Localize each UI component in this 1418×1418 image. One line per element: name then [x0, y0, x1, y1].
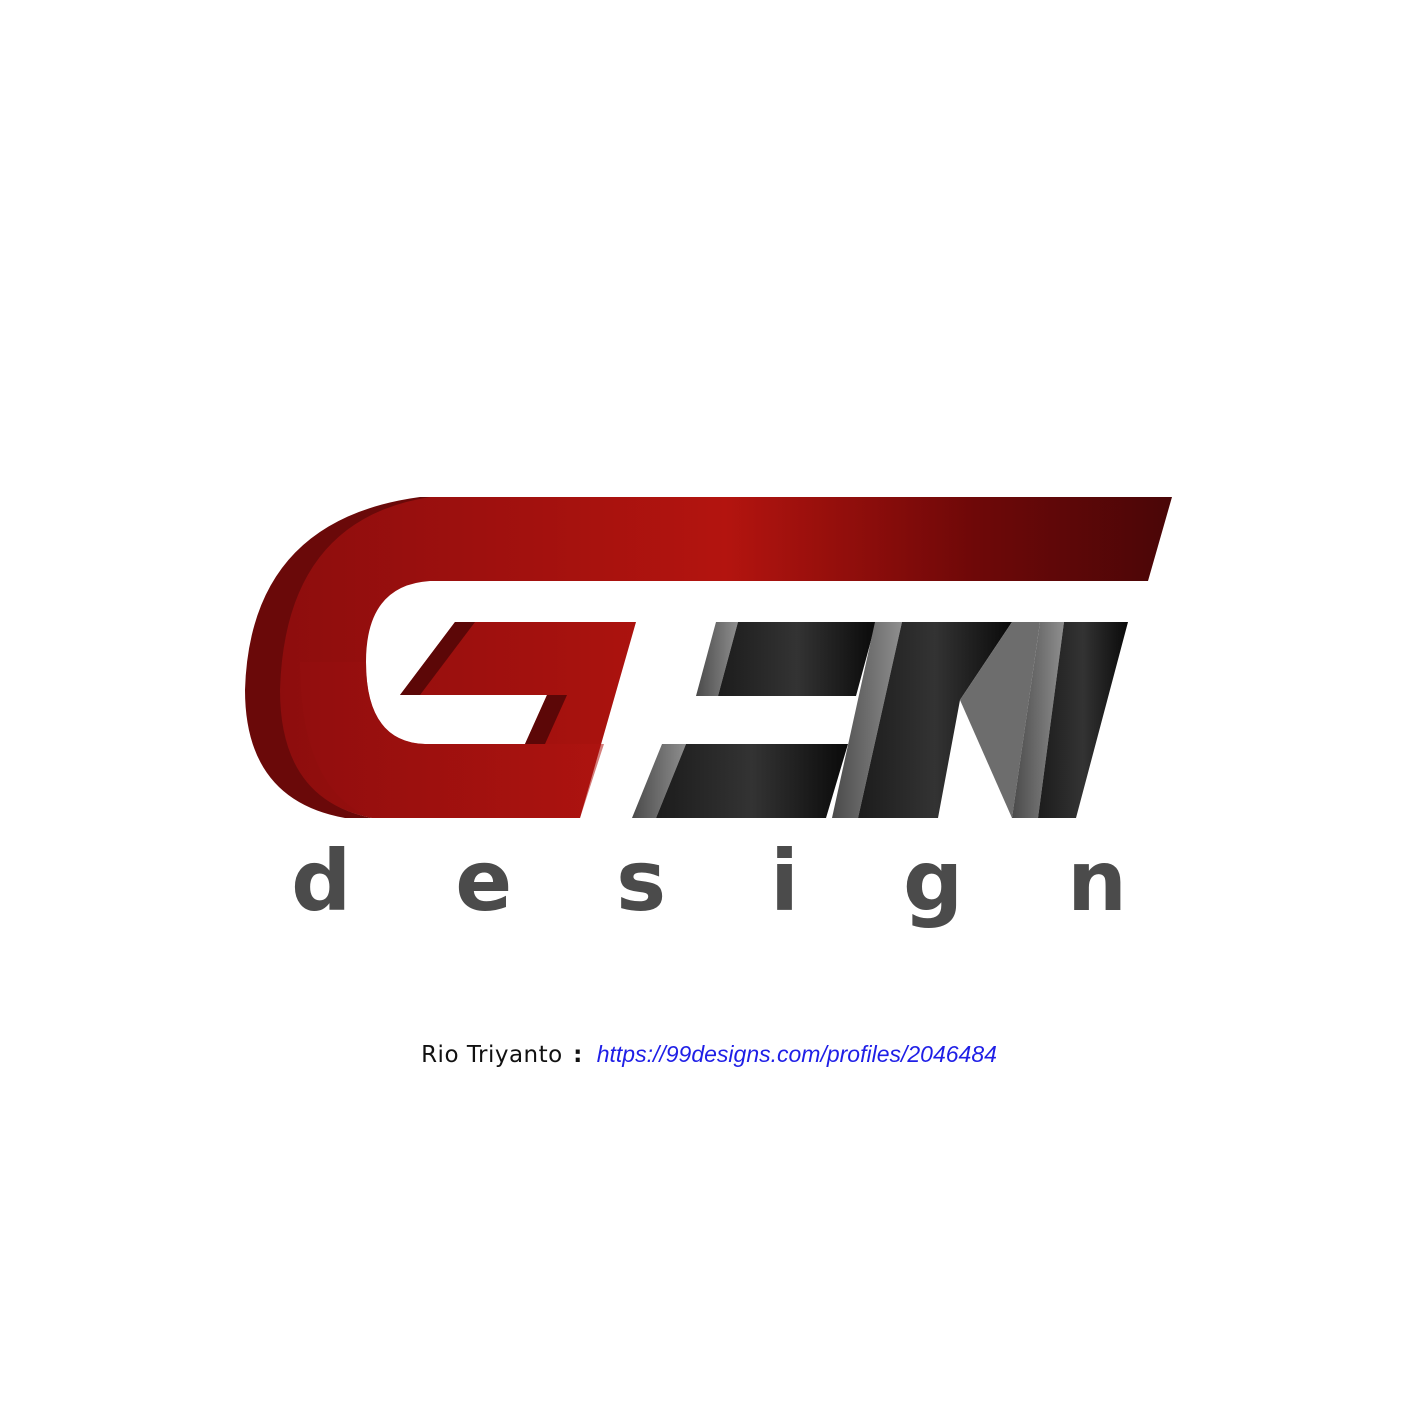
- letter-g-bevel: [400, 622, 475, 695]
- letter-g-body: [280, 497, 1172, 818]
- letter-n-right-side: [1012, 622, 1064, 818]
- letter-n-left-stem: [858, 622, 1012, 818]
- letter-g-depth: [245, 497, 440, 818]
- letter-g-bevel-lower: [525, 695, 567, 744]
- letter-e-top-side: [696, 622, 738, 696]
- letter-n-right-stem: [1038, 622, 1128, 818]
- letter-e-top-bar: [718, 622, 876, 696]
- letter-e: [632, 622, 876, 818]
- letter-e-bottom-bar: [656, 744, 848, 818]
- logo-tagline: design: [291, 832, 1231, 930]
- letter-n: [832, 622, 1128, 818]
- letter-g: [245, 497, 1172, 818]
- profile-link[interactable]: https://99designs.com/profiles/2046484: [596, 1041, 997, 1067]
- letter-n-left-side: [832, 622, 902, 818]
- credit-line: Rio Triyanto : https://99designs.com/pro…: [0, 1036, 1418, 1072]
- author-name: Rio Triyanto: [421, 1042, 563, 1068]
- letter-e-bottom-side: [632, 744, 686, 818]
- letter-g-lower: [300, 662, 604, 818]
- credit-separator: :: [573, 1042, 583, 1068]
- letter-n-diagonal-side: [960, 622, 1040, 818]
